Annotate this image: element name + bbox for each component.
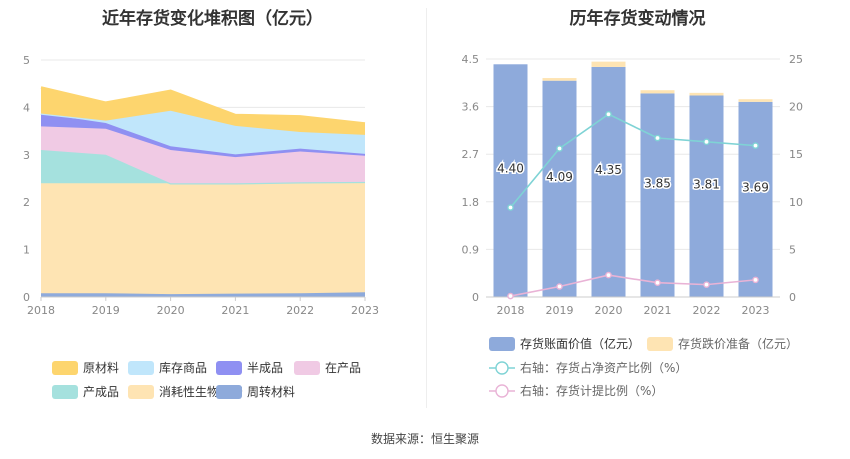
legend-label: 半成品 <box>247 361 283 375</box>
legend-marker <box>495 361 509 375</box>
y-tick-label: 2 <box>23 196 30 209</box>
data-source-note: 数据来源：恒生聚源 <box>370 432 479 446</box>
line-series <box>509 113 756 209</box>
line-point <box>654 279 661 287</box>
bar-data-label: 4.35 <box>595 163 622 177</box>
y-tick-label: 3.6 <box>462 101 480 114</box>
bar-data-label: 3.69 <box>742 180 769 194</box>
bar-impairment-provision <box>738 99 773 102</box>
bar-book-value <box>493 64 528 298</box>
x-tick-label: 2021 <box>644 304 672 317</box>
x-tick-label: 2023 <box>742 304 770 317</box>
bar-impairment-provision <box>542 78 577 81</box>
legend-label: 周转材料 <box>247 384 295 399</box>
legend-label: 存货跌价准备（亿元） <box>678 336 798 351</box>
bar-line-chart-panel: 历年存货变动情况 0 0.9 1.8 2.7 3.6 4.5 0 5 10 15 20 25 2018 2… <box>425 0 850 420</box>
y2-tick-label: 5 <box>789 243 796 256</box>
y-tick-label: 3 <box>23 149 30 162</box>
x-tick-label: 2018 <box>27 304 55 317</box>
legend-label: 右轴：存货计提比例（%） <box>520 383 663 398</box>
x-tick-label: 2022 <box>693 304 721 317</box>
x-tick-label: 2022 <box>286 304 314 317</box>
line-point <box>654 134 661 142</box>
x-tick-label: 2019 <box>92 304 120 317</box>
line-point <box>605 271 612 279</box>
legend-label: 存货账面价值（亿元） <box>520 336 640 351</box>
legend-swatch <box>294 361 320 375</box>
y-tick-label: 0 <box>472 291 479 304</box>
bar-book-value <box>542 80 577 297</box>
y-tick-label: 0.9 <box>462 243 480 256</box>
bar-impairment-provision <box>591 61 626 67</box>
bar-data-label: 4.40 <box>497 162 524 176</box>
legend-swatch <box>647 337 673 351</box>
legend-swatch <box>216 385 242 399</box>
y2-tick-label: 15 <box>789 148 803 161</box>
area-series-edge <box>40 86 366 125</box>
legend-label: 库存商品 <box>159 360 207 375</box>
line-point <box>752 276 759 284</box>
legend-marker <box>495 384 509 398</box>
legend-swatch <box>52 361 78 375</box>
x-tick-label: 2018 <box>497 304 525 317</box>
y-tick-label: 4.5 <box>462 53 480 66</box>
line-point <box>752 142 759 149</box>
stacked-area-chart: 0 1 2 3 4 5 2018 2019 2020 2021 2022 2023 原材料 库存商品 半成品… <box>23 54 379 399</box>
legend-swatch <box>128 361 154 375</box>
line-point <box>556 283 563 290</box>
y2-tick-label: 20 <box>789 101 803 114</box>
line-series <box>510 274 756 297</box>
stacked-area-chart-panel: 近年存货变化堆积图（亿元） 0 1 2 3 4 5 2018 2019 2020 2021 2022… <box>0 0 425 420</box>
line-point <box>605 110 612 118</box>
y-tick-label: 4 <box>23 101 30 114</box>
bar-data-label: 4.09 <box>546 170 573 184</box>
chart-title-right: 历年存货变动情况 <box>569 9 706 29</box>
bar-impairment-provision <box>689 92 724 96</box>
area-series <box>41 150 365 184</box>
y-tick-label: 1 <box>23 244 30 257</box>
legend-label: 原材料 <box>83 361 119 375</box>
y2-tick-label: 25 <box>789 53 803 66</box>
legend-label: 右轴：存货占净资产比例（%） <box>520 360 687 375</box>
bar-data-label: 3.81 <box>693 177 720 191</box>
legend-label: 产成品 <box>83 385 119 399</box>
bar-line-chart: 0 0.9 1.8 2.7 3.6 4.5 0 5 10 15 20 25 2018 2019 2020 20… <box>462 53 804 398</box>
bar-impairment-provision <box>640 90 675 94</box>
legend-swatch <box>216 361 242 375</box>
x-tick-label: 2021 <box>221 304 249 317</box>
y-tick-label: 5 <box>23 54 30 67</box>
bar-book-value <box>689 95 724 297</box>
x-tick-label: 2020 <box>595 304 623 317</box>
line-point <box>703 281 710 288</box>
area-series <box>41 181 365 295</box>
legend-swatch <box>489 337 515 351</box>
bar-book-value <box>591 66 626 297</box>
chart-title-left: 近年存货变化堆积图（亿元） <box>102 9 323 29</box>
bar-book-value <box>738 101 773 297</box>
bar-data-label: 3.85 <box>644 176 671 190</box>
legend-swatch <box>52 385 78 399</box>
y-tick-label: 0 <box>23 291 30 304</box>
legend-label: 在产品 <box>325 361 361 375</box>
y2-tick-label: 10 <box>789 196 803 209</box>
x-tick-label: 2019 <box>546 304 574 317</box>
x-tick-label: 2020 <box>157 304 185 317</box>
x-tick-label: 2023 <box>351 304 379 317</box>
y-tick-label: 2.7 <box>462 148 480 161</box>
line-point <box>507 204 514 211</box>
area-series <box>41 113 365 158</box>
y2-tick-label: 0 <box>789 291 796 304</box>
area-series <box>41 110 365 155</box>
y-tick-label: 1.8 <box>462 196 480 209</box>
area-series <box>41 87 365 135</box>
line-point <box>507 292 514 300</box>
bar-book-value <box>640 93 675 297</box>
line-point <box>703 138 710 146</box>
panel-divider <box>426 8 427 408</box>
legend-swatch <box>128 385 154 399</box>
line-point <box>556 145 563 152</box>
